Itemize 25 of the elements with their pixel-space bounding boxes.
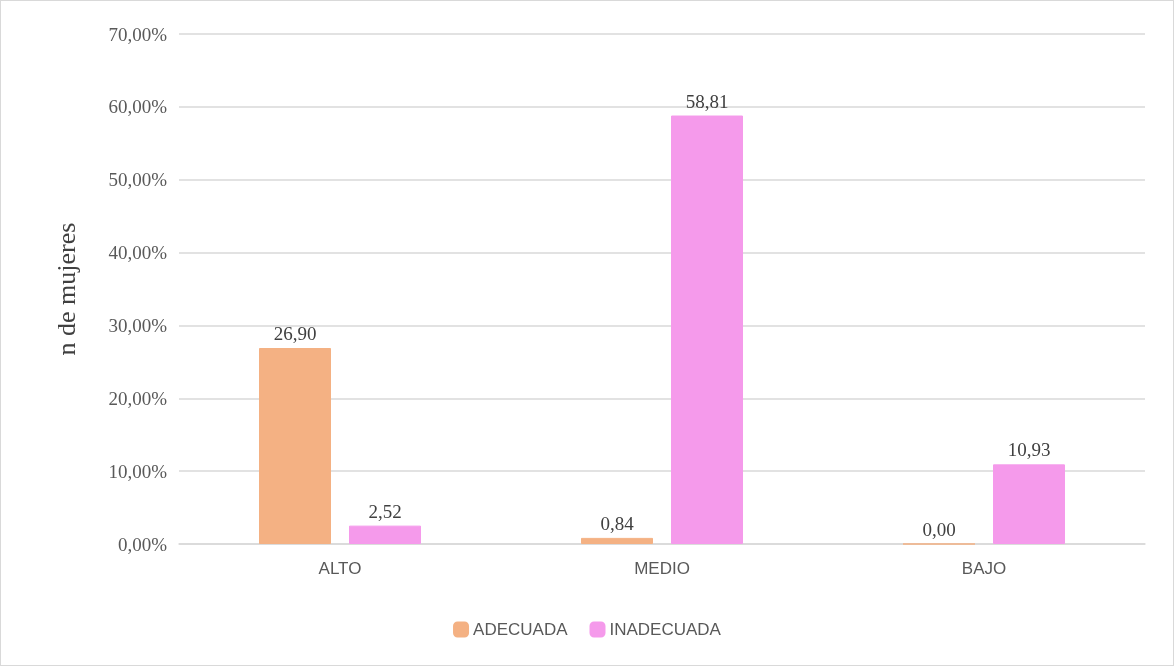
x-tick-label: BAJO [961, 559, 1007, 578]
data-label: 26,90 [273, 323, 317, 345]
legend-label: ADECUADA [473, 620, 569, 639]
data-label: 0,84 [600, 512, 635, 534]
legend-label: INADECUADA [609, 620, 722, 639]
data-label: 0,00 [922, 518, 956, 540]
y-tick-label: 20,00% [108, 387, 168, 409]
y-tick-label: 0,00% [117, 533, 168, 555]
bar [259, 348, 331, 544]
data-label: 2,52 [368, 500, 402, 522]
y-tick-label: 30,00% [108, 314, 168, 336]
bar [581, 537, 653, 544]
y-tick-label: 70,00% [108, 23, 168, 45]
y-axis-title: n de mujeres [51, 222, 81, 356]
bar [993, 464, 1065, 544]
y-tick-label: 40,00% [108, 242, 168, 264]
bar [349, 525, 421, 544]
x-tick-label: ALTO [318, 559, 362, 578]
data-label: 58,81 [685, 90, 729, 112]
bar [671, 115, 743, 544]
data-label: 10,93 [1007, 439, 1051, 461]
y-tick-label: 10,00% [108, 460, 168, 482]
x-tick-label: MEDIO [634, 559, 690, 578]
y-tick-label: 50,00% [108, 169, 168, 191]
y-tick-label: 60,00% [108, 96, 168, 118]
